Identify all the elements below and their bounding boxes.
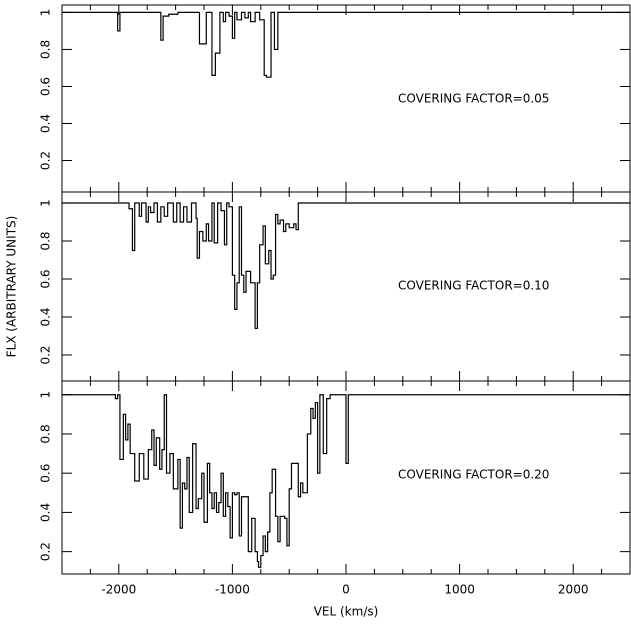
y-tick-label: 0.4 <box>39 114 53 133</box>
y-tick-label: 0.8 <box>39 40 53 59</box>
data-line <box>62 394 630 568</box>
x-tick-label: 2000 <box>558 583 589 597</box>
x-axis-label: VEL (km/s) <box>314 605 379 619</box>
y-tick-label: 0.6 <box>39 77 53 96</box>
y-tick-label: 1 <box>39 391 53 399</box>
y-tick-label: 0.2 <box>39 151 53 170</box>
annotation: COVERING FACTOR=0.10 <box>398 279 549 293</box>
y-tick-label: 0.4 <box>39 503 53 522</box>
x-tick-label: -1000 <box>215 583 250 597</box>
x-tick-label: 1000 <box>444 583 475 597</box>
y-axis-label: FLX (ARBITRARY UNITS) <box>5 216 19 358</box>
data-line <box>62 202 630 329</box>
y-tick-label: 0.6 <box>39 464 53 483</box>
x-tick-label: 0 <box>342 583 350 597</box>
y-tick-label: 1 <box>39 199 53 207</box>
y-tick-label: 0.8 <box>39 231 53 250</box>
data-line <box>62 11 630 78</box>
y-tick-label: 0.6 <box>39 269 53 288</box>
y-tick-label: 0.4 <box>39 307 53 326</box>
x-tick-label: -2000 <box>101 583 136 597</box>
annotation: COVERING FACTOR=0.05 <box>398 92 549 106</box>
y-tick-label: 0.8 <box>39 424 53 443</box>
y-tick-label: 1 <box>39 9 53 17</box>
y-tick-label: 0.2 <box>39 542 53 561</box>
annotation: COVERING FACTOR=0.20 <box>398 468 549 482</box>
y-tick-label: 0.2 <box>39 345 53 364</box>
